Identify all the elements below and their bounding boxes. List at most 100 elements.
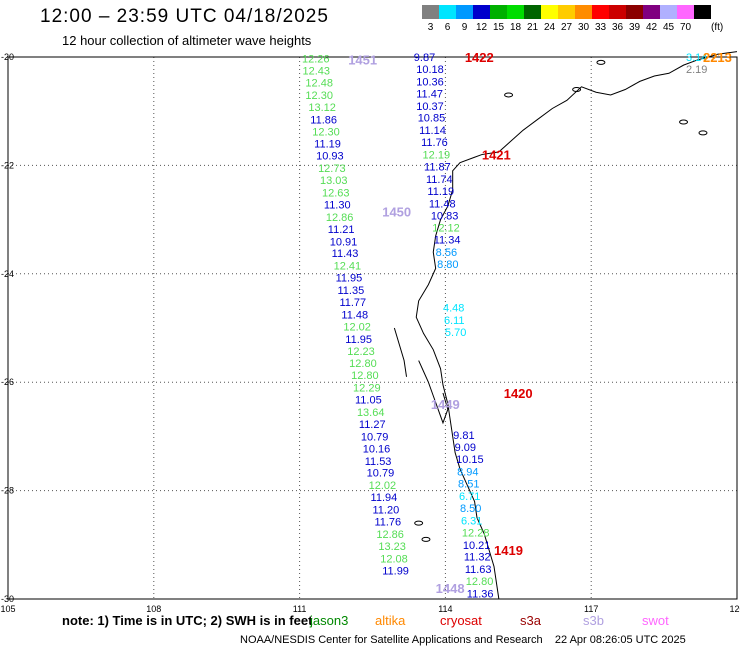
- mission-cryosat: cryosat: [440, 613, 482, 628]
- island: [596, 59, 606, 65]
- wave-height-value: 8.51: [458, 479, 479, 491]
- wave-height-value: 11.21: [328, 224, 355, 236]
- longitude-tick-label: 117: [584, 604, 598, 614]
- wave-height-value: 10.79: [361, 431, 389, 443]
- pass-number: 2213: [703, 50, 732, 65]
- pass-number: 1421: [482, 148, 511, 163]
- wave-height-value: 12.19: [423, 150, 451, 162]
- mission-altika: altika: [375, 613, 406, 628]
- color-legend-label: 15: [492, 22, 505, 33]
- wave-height-value: 11.48: [341, 309, 368, 321]
- wave-height-value: 11.94: [371, 492, 398, 504]
- credit-line: NOAA/NESDIS Center for Satellite Applica…: [240, 634, 686, 646]
- wave-height-value: 12.80: [349, 358, 377, 370]
- wave-height-value: 12.86: [376, 529, 404, 541]
- wave-height-value: 11.35: [338, 285, 365, 297]
- island: [679, 119, 689, 125]
- color-legend-swatch: [609, 5, 626, 19]
- credit-timestamp: 22 Apr 08:26:05 UTC 2025: [554, 634, 686, 646]
- wave-height-value: 10.16: [363, 443, 391, 455]
- wave-height-value: 11.19: [427, 186, 454, 198]
- wave-height-value: 9.81: [453, 430, 474, 442]
- wave-height-value: 11.05: [355, 395, 382, 407]
- color-legend-swatch: [626, 5, 643, 19]
- color-legend-label: 30: [577, 22, 590, 33]
- longitude-tick-label: 120: [729, 604, 740, 614]
- wave-height-value: 5.70: [445, 327, 466, 339]
- wave-height-value: 12.63: [322, 188, 350, 200]
- wave-height-value: 9.87: [414, 52, 435, 64]
- island: [504, 92, 514, 98]
- island: [421, 536, 431, 542]
- wave-height-value: 13.64: [357, 407, 385, 419]
- color-legend-label: 33: [594, 22, 607, 33]
- wave-height-value: 11.87: [424, 161, 451, 173]
- wave-height-value: 8.50: [460, 503, 481, 515]
- color-legend-label: 70: [679, 22, 692, 33]
- color-legend-label: 12: [475, 22, 488, 33]
- mission-swot: swot: [642, 613, 669, 628]
- wave-height-value: 12.12: [432, 223, 460, 235]
- wave-height-value: 11.20: [373, 505, 400, 517]
- wave-height-value: 12.80: [351, 370, 379, 382]
- color-legend-label: 27: [560, 22, 573, 33]
- color-legend-swatch: [456, 5, 473, 19]
- wave-height-value: 12.41: [334, 261, 362, 273]
- wave-height-value: 10.83: [431, 210, 459, 222]
- wave-height-value: 11.27: [359, 419, 386, 431]
- wave-height-value: 11.74: [426, 174, 453, 186]
- wave-height-value: 11.19: [314, 139, 341, 151]
- color-legend-swatch: [677, 5, 694, 19]
- longitude-tick-label: 111: [293, 604, 307, 614]
- wave-height-value: 11.63: [465, 564, 492, 576]
- color-legend-swatch: [473, 5, 490, 19]
- wave-height-value: 12.08: [380, 553, 408, 565]
- color-legend-label: 42: [645, 22, 658, 33]
- dirk-hartog-island: [393, 327, 408, 377]
- wave-height-value: 10.36: [416, 76, 444, 88]
- color-legend-label: 6: [444, 22, 451, 33]
- color-legend-swatch: [558, 5, 575, 19]
- color-legend-label: 39: [628, 22, 641, 33]
- coastline: [415, 51, 738, 600]
- color-legend-swatch: [694, 5, 711, 19]
- wave-height-value: 11.76: [374, 516, 401, 528]
- pass-number: 1419: [494, 543, 523, 558]
- wave-height-value: 11.76: [421, 137, 448, 149]
- wave-height-value: 10.21: [463, 540, 491, 552]
- wave-height-value: 12.26: [302, 54, 330, 66]
- color-legend-unit: (ft): [711, 22, 724, 33]
- wave-height-value: 11.30: [324, 199, 351, 211]
- wave-height-value: 13.03: [320, 175, 348, 187]
- wave-height-value: 12.02: [343, 321, 371, 333]
- wave-height-value: 6.71: [459, 491, 480, 503]
- longitude-tick-label: 105: [0, 604, 15, 614]
- pass-number: 1420: [504, 386, 533, 401]
- wave-height-value: 2.19: [686, 64, 707, 76]
- wave-height-value: 12.28: [462, 527, 490, 539]
- wave-height-value: 12.23: [347, 346, 375, 358]
- wave-height-value: 6.31: [461, 515, 482, 527]
- color-legend-swatch: [541, 5, 558, 19]
- wave-height-value: 12.30: [312, 126, 340, 138]
- color-legend-swatch: [592, 5, 609, 19]
- mission-s3a: s3a: [520, 613, 541, 628]
- color-legend-label: 24: [543, 22, 556, 33]
- wave-height-value: 11.99: [382, 565, 409, 577]
- wave-height-value: 10.37: [416, 101, 444, 113]
- wave-height-value: 11.86: [310, 114, 337, 126]
- wave-height-value: 12.80: [466, 576, 494, 588]
- wave-height-value: 13.23: [378, 541, 406, 553]
- wave-height-value: 11.53: [365, 456, 392, 468]
- pass-number: 1448: [436, 581, 465, 596]
- wave-height-value: 4.48: [443, 302, 464, 314]
- credit-agency: NOAA/NESDIS Center for Satellite Applica…: [240, 634, 543, 646]
- wave-height-value: 12.29: [353, 383, 381, 395]
- pass-number: 1449: [431, 397, 460, 412]
- wave-height-value: 12.02: [369, 480, 397, 492]
- pass-number: 1422: [465, 50, 494, 65]
- color-legend-swatch: [439, 5, 456, 19]
- wave-height-value: 11.14: [419, 125, 446, 137]
- shark-bay-coast: [418, 360, 449, 425]
